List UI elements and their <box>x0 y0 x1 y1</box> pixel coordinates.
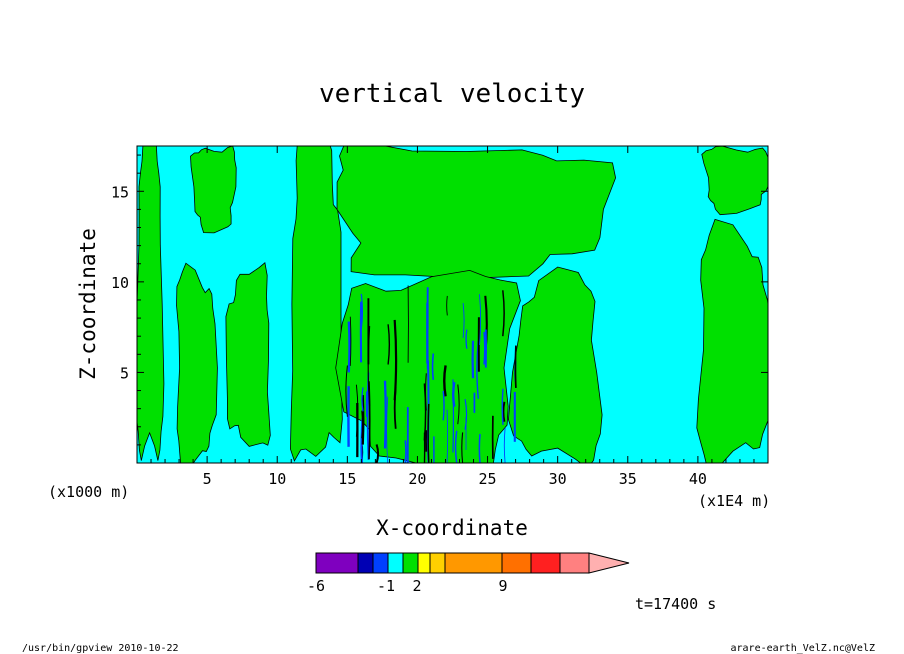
turbulence-streak <box>464 398 468 430</box>
turbulence-streak <box>454 430 458 463</box>
chart-title: vertical velocity <box>319 79 585 109</box>
turbulence-streak <box>478 433 481 463</box>
colorbar-label: 9 <box>498 577 507 595</box>
colorbar-swatch <box>315 552 359 574</box>
colorbar-swatch <box>559 552 590 574</box>
green-region <box>190 146 237 234</box>
x-tick-label: 10 <box>268 470 286 488</box>
colorbar-swatch <box>444 552 503 574</box>
colorbar-label: -6 <box>307 577 325 595</box>
green-region <box>137 146 165 461</box>
plot-frame <box>136 145 769 464</box>
velocity-regions <box>137 146 768 463</box>
turbulence-streak <box>462 303 465 338</box>
turbulence-streak <box>387 324 391 365</box>
x-axis-ticks: 5 10 15 20 25 30 35 40 <box>150 146 755 488</box>
turbulence-streak <box>465 329 468 349</box>
y-tick-label: 10 <box>111 274 129 292</box>
turbulence-streak <box>514 345 517 388</box>
turbulence-streak <box>431 353 435 380</box>
turbulence-streak <box>457 384 460 425</box>
y-axis-ticks: 5 10 15 <box>111 154 768 446</box>
turbulence-streak <box>461 432 464 463</box>
colorbar-extend-arrow <box>588 552 630 574</box>
green-region <box>336 146 617 279</box>
x-tick-label: 25 <box>479 470 497 488</box>
turbulence-streak <box>386 396 389 463</box>
turbulence-streak <box>345 365 348 417</box>
turbulence-streaks <box>345 285 517 463</box>
turbulence-streak <box>404 440 407 463</box>
colorbar-label: -1 <box>377 577 395 595</box>
turbulence-streak <box>446 409 449 463</box>
y-axis-label: Z-coordinate <box>76 228 100 380</box>
turbulence-streak <box>479 294 482 345</box>
colorbar-labels: -6 -1 2 9 <box>307 577 508 595</box>
turbulence-streak <box>393 387 397 429</box>
footer-left: /usr/bin/gpview 2010-10-22 <box>22 643 179 654</box>
green-region <box>225 262 271 447</box>
turbulence-streak <box>442 390 445 421</box>
turbulence-streak <box>360 293 364 330</box>
colorbar <box>315 552 630 574</box>
turbulence-streak <box>502 401 506 422</box>
turbulence-streak <box>502 290 505 337</box>
turbulence-streak <box>427 403 430 463</box>
x-tick-label: 20 <box>408 470 426 488</box>
y-tick-label: 15 <box>111 183 129 201</box>
turbulence-streak <box>361 395 365 445</box>
turbulence-streak <box>347 321 351 373</box>
colorbar-swatch <box>501 552 532 574</box>
colorbar-swatch <box>402 552 419 574</box>
x-tick-label: 35 <box>619 470 637 488</box>
x-unit-left: (x1000 m) <box>48 483 129 501</box>
green-region <box>507 266 603 463</box>
colorbar-swatch <box>387 552 404 574</box>
footer-right: arare-earth_VelZ.nc@VelZ <box>731 643 876 654</box>
turbulence-streak <box>501 388 504 425</box>
turbulence-streak <box>361 387 364 412</box>
turbulence-streak <box>483 331 486 365</box>
colorbar-swatch <box>530 552 561 574</box>
turbulence-streak <box>452 381 456 407</box>
y-tick-label: 5 <box>120 364 129 382</box>
x-unit-right: (x1E4 m) <box>698 492 770 510</box>
turbulence-streak <box>375 444 380 463</box>
turbulence-streak <box>446 295 448 316</box>
turbulence-streak <box>368 381 371 460</box>
time-label: t=17400 s <box>635 595 716 613</box>
colorbar-swatch <box>357 552 374 574</box>
x-tick-label: 15 <box>338 470 356 488</box>
plot-area <box>137 146 768 463</box>
x-tick-label: 5 <box>203 470 212 488</box>
turbulence-streak <box>383 380 387 449</box>
turbulence-streak <box>349 316 352 366</box>
x-axis-label: X-coordinate <box>376 516 528 540</box>
x-tick-label: 40 <box>689 470 707 488</box>
colorbar-swatch <box>372 552 389 574</box>
x-tick-label: 30 <box>549 470 567 488</box>
green-region <box>696 218 768 463</box>
turbulence-streak <box>443 365 447 397</box>
colorbar-label: 2 <box>412 577 421 595</box>
colorbar-swatch <box>417 552 431 574</box>
colorbar-swatch <box>429 552 446 574</box>
green-region <box>701 146 768 216</box>
turbulence-streak <box>503 427 506 463</box>
green-region <box>289 146 343 462</box>
green-region <box>176 262 218 463</box>
